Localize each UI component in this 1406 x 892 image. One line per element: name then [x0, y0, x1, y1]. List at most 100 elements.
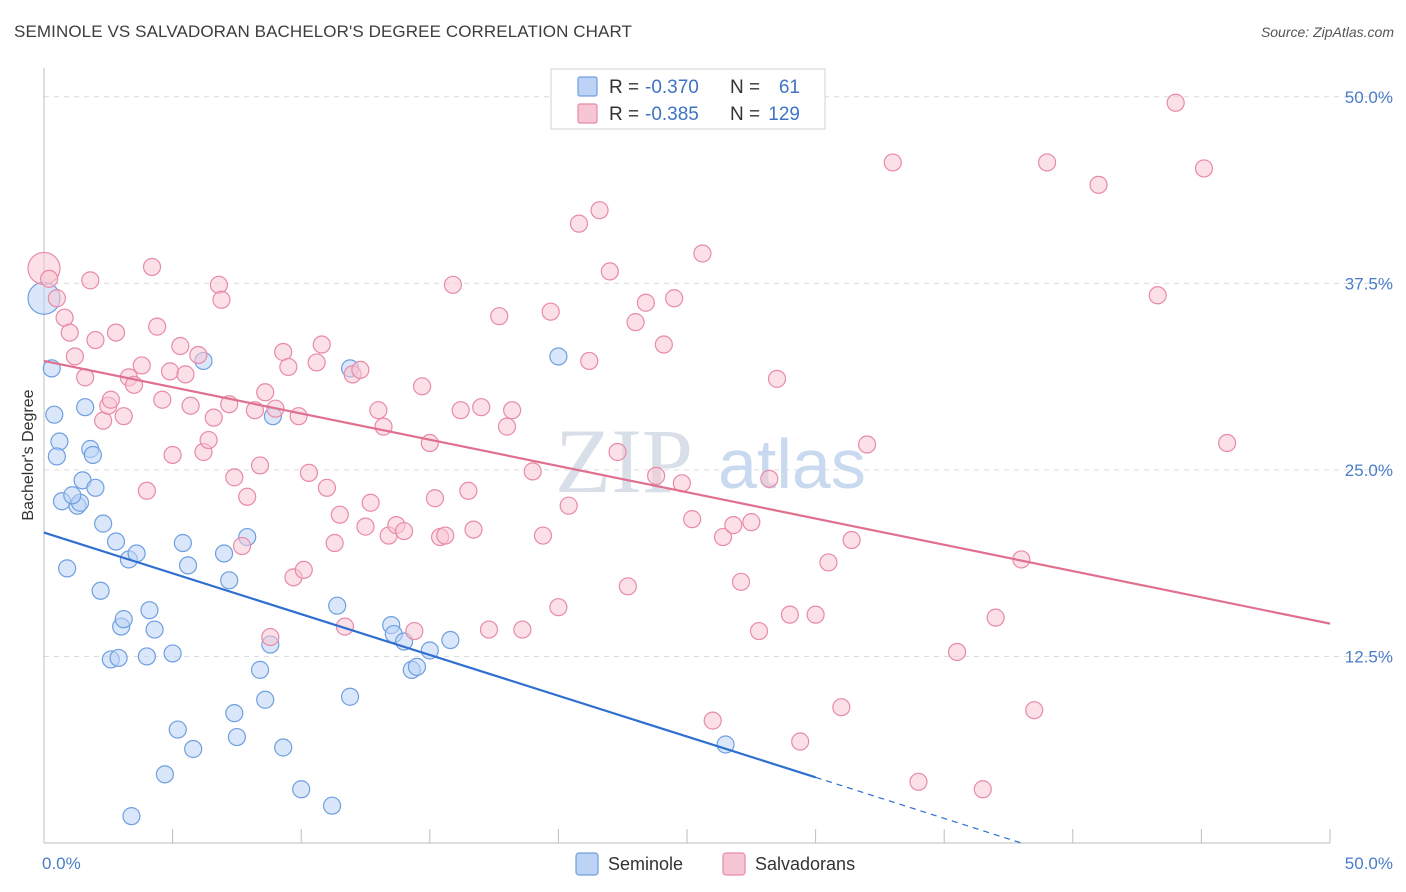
legend-r-value-seminole: -0.370 — [645, 77, 699, 98]
salvadoran-point — [806, 605, 825, 624]
salvadoran-point — [65, 347, 84, 366]
salvadoran-point — [1148, 286, 1167, 305]
salvadoran-point — [114, 407, 133, 426]
salvadoran-point — [549, 598, 568, 617]
series-salvadorans — [27, 93, 1237, 799]
salvadoran-point — [209, 275, 228, 294]
salvadoran-point — [541, 302, 560, 321]
salvadoran-point — [654, 335, 673, 354]
legend-n-value-salvadorans: 129 — [768, 104, 800, 125]
source-credit: Source: ZipAtlas.com — [1260, 24, 1394, 40]
salvadoran-point — [289, 407, 308, 426]
salvadoran-point — [142, 257, 162, 277]
salvadoran-point — [523, 462, 542, 481]
watermark-zip: ZIP — [555, 410, 693, 512]
salvadoran-point — [204, 408, 223, 427]
salvadoran-point — [232, 536, 252, 556]
salvadoran-point — [857, 435, 877, 454]
salvadoran-point — [693, 244, 712, 263]
seminole-point — [94, 514, 113, 533]
salvadoran-point — [160, 362, 180, 381]
seminole-point — [109, 648, 128, 668]
salvadoran-point — [767, 369, 787, 388]
salvadoran-point — [351, 360, 370, 380]
salvadoran-point — [212, 290, 231, 309]
salvadoran-point — [294, 560, 313, 579]
seminole-point — [340, 687, 360, 706]
salvadoran-point — [731, 572, 751, 591]
salvadoran-point — [832, 698, 851, 717]
seminole-point — [173, 533, 192, 553]
seminole-point — [274, 738, 293, 757]
salvadoran-point — [199, 430, 218, 450]
salvadoran-point — [148, 317, 167, 336]
seminole-point — [292, 780, 311, 799]
seminole-point — [214, 544, 234, 563]
salvadoran-point — [325, 533, 344, 553]
salvadoran-point — [181, 396, 200, 415]
salvadoran-point — [335, 617, 355, 636]
bottom-legend-label-seminole: Seminole — [608, 854, 683, 874]
salvadoran-point — [176, 365, 195, 384]
salvadoran-point — [665, 289, 684, 308]
salvadoran-point — [1194, 159, 1214, 178]
seminole-point — [407, 657, 427, 676]
chart-title: SEMINOLE VS SALVADORAN BACHELOR'S DEGREE… — [14, 22, 633, 41]
legend-r-label-salvadorans: R = — [609, 104, 639, 125]
salvadoran-point — [749, 621, 769, 641]
legend-r-label-seminole: R = — [609, 77, 639, 98]
y-tick-label: 12.5% — [1345, 647, 1393, 666]
seminole-point — [91, 581, 110, 600]
trend-lines — [43, 359, 1331, 844]
salvadoran-point — [153, 390, 172, 409]
salvadoran-point — [533, 526, 553, 545]
series-seminole — [27, 281, 735, 826]
salvadoran-point — [724, 516, 743, 535]
salvadoran-point — [559, 496, 578, 515]
axes — [43, 68, 1331, 844]
salvadoran-point — [189, 345, 208, 365]
salvadoran-point — [225, 468, 244, 487]
seminole-point — [137, 647, 156, 666]
salvadoran-point — [330, 505, 349, 524]
seminole-point — [47, 447, 66, 466]
salvadoran-point — [580, 351, 599, 371]
salvadoran-point — [137, 481, 156, 500]
seminole-point — [178, 556, 198, 575]
bottom-legend-swatch-salvadorans — [722, 852, 746, 876]
seminole-point — [50, 432, 69, 451]
salvadoran-point — [569, 214, 589, 233]
salvadoran-point — [60, 323, 79, 342]
y-tick-label: 50.0% — [1345, 88, 1393, 107]
salvadoran-point — [425, 489, 445, 508]
salvadoran-point — [261, 627, 280, 647]
salvadoran-point — [703, 711, 722, 730]
seminole-point — [58, 559, 77, 578]
salvadoran-point — [317, 478, 337, 497]
salvadoran-point — [760, 469, 779, 488]
seminole-point — [140, 601, 159, 620]
salvadoran-point — [299, 463, 319, 482]
seminole-point — [45, 405, 64, 424]
salvadoran-point — [132, 356, 151, 375]
salvadoran-point — [490, 307, 509, 326]
seminole-point — [106, 532, 126, 551]
salvadoran-point — [369, 401, 388, 420]
salvadoran-point — [106, 323, 126, 342]
salvadoran-point — [742, 513, 761, 532]
salvadoran-point — [647, 466, 666, 485]
salvadoran-point — [1089, 175, 1108, 194]
salvadoran-point — [81, 271, 100, 290]
salvadoran-point — [238, 487, 257, 506]
salvadoran-point — [842, 530, 861, 550]
seminole-point — [441, 630, 460, 650]
salvadoran-trend-line — [43, 359, 1331, 625]
salvadoran-point — [1218, 433, 1237, 453]
y-tick-label: 25.0% — [1345, 461, 1393, 480]
salvadoran-point — [412, 377, 432, 396]
salvadoran-point — [405, 621, 424, 641]
salvadoran-point — [618, 577, 637, 596]
salvadoran-point — [1166, 93, 1185, 112]
salvadoran-point — [1037, 153, 1057, 172]
